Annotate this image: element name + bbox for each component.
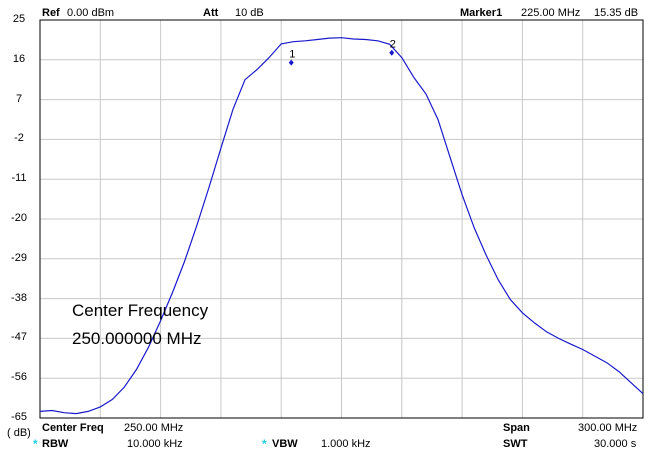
span-value: 300.00 MHz bbox=[578, 422, 638, 434]
vbw-coupled-indicator: * bbox=[262, 437, 267, 451]
marker1-level: 15.35 dB bbox=[594, 7, 639, 19]
y-tick-label: -38 bbox=[11, 291, 27, 304]
y-tick-label: 25 bbox=[12, 13, 26, 25]
center-freq-label: Center Freq bbox=[42, 422, 104, 434]
marker-2-symbol bbox=[389, 49, 395, 56]
ref-value: 0.00 dBm bbox=[67, 7, 115, 19]
rbw-value: 10.000 kHz bbox=[127, 438, 183, 450]
marker1-frequency: 225.00 MHz bbox=[521, 7, 581, 19]
y-tick-label: -29 bbox=[11, 251, 27, 264]
overlay-center-frequency-value: 250.000000 MHz bbox=[72, 329, 202, 348]
ref-label: Ref bbox=[42, 7, 60, 19]
y-tick-label: -11 bbox=[11, 172, 27, 185]
rbw-label: RBW bbox=[42, 438, 69, 450]
y-tick-label: 16 bbox=[12, 52, 26, 65]
marker-1-label: 1 bbox=[289, 49, 295, 61]
span-label: Span bbox=[503, 422, 530, 434]
vbw-label: VBW bbox=[272, 438, 298, 450]
swt-value: 30.000 s bbox=[594, 438, 637, 450]
y-tick-label: 7 bbox=[15, 92, 23, 105]
spectrum-trace bbox=[39, 37, 644, 415]
y-tick-label: -2 bbox=[14, 132, 24, 145]
overlay-center-frequency-label: Center Frequency bbox=[72, 301, 209, 320]
y-tick-label: -65 bbox=[11, 411, 27, 423]
y-tick-label: -47 bbox=[11, 331, 27, 344]
y-tick-label: -56 bbox=[11, 371, 27, 384]
att-label: Att bbox=[203, 7, 219, 19]
plot-grid bbox=[40, 20, 643, 418]
y-tick-label: -20 bbox=[11, 212, 27, 224]
center-freq-value: 250.00 MHz bbox=[124, 422, 184, 434]
marker1-label: Marker1 bbox=[460, 7, 503, 19]
marker-2-label: 2 bbox=[390, 39, 396, 51]
plot-frame bbox=[39, 19, 644, 419]
unit-label: ( dB) bbox=[7, 427, 31, 439]
vbw-value: 1.000 kHz bbox=[321, 438, 371, 450]
rbw-coupled-indicator: * bbox=[33, 437, 38, 451]
marker-1-symbol bbox=[288, 59, 294, 66]
markers: 12 bbox=[288, 39, 396, 66]
swt-label: SWT bbox=[503, 438, 528, 450]
att-value: 10 dB bbox=[235, 7, 264, 19]
